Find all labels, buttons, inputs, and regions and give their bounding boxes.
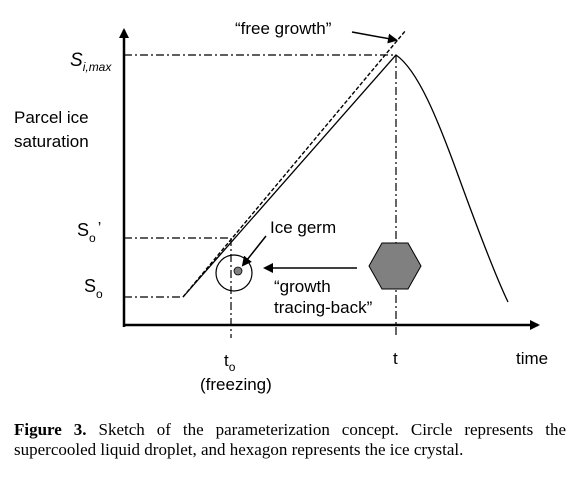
so-label: So [84,276,103,301]
ice-germ [233,266,243,276]
freezing-label: (freezing) [200,375,272,394]
concept-diagram: Parcel ice saturation Si,max So’ So to (… [14,19,548,394]
y-axis-title-line2: saturation [14,132,89,151]
so-prime-label: So’ [77,220,101,245]
ice-germ-label: Ice germ [270,218,336,237]
caption-label: Figure 3. [14,420,87,439]
free-growth-pointer [351,31,398,44]
figure-caption: Figure 3. Sketch of the parameterization… [14,420,566,460]
ice-crystal-hexagon [368,242,422,290]
growth-label-line1: “growth [274,277,331,296]
free-growth-label: “free growth” [235,19,332,38]
to-label: to [224,351,236,374]
s-imax-label: Si,max [70,50,112,74]
y-axis-title-line1: Parcel ice [14,108,89,127]
t-label: t [393,349,398,368]
caption-text: Sketch of the parameterization concept. … [14,420,566,459]
growth-label-line2: tracing-back” [274,298,373,317]
x-axis-label: time [516,349,548,368]
saturation-curve [182,54,509,303]
free-growth-line [182,29,407,298]
droplet-circle [215,254,253,292]
ice-germ-pointer [241,235,267,267]
